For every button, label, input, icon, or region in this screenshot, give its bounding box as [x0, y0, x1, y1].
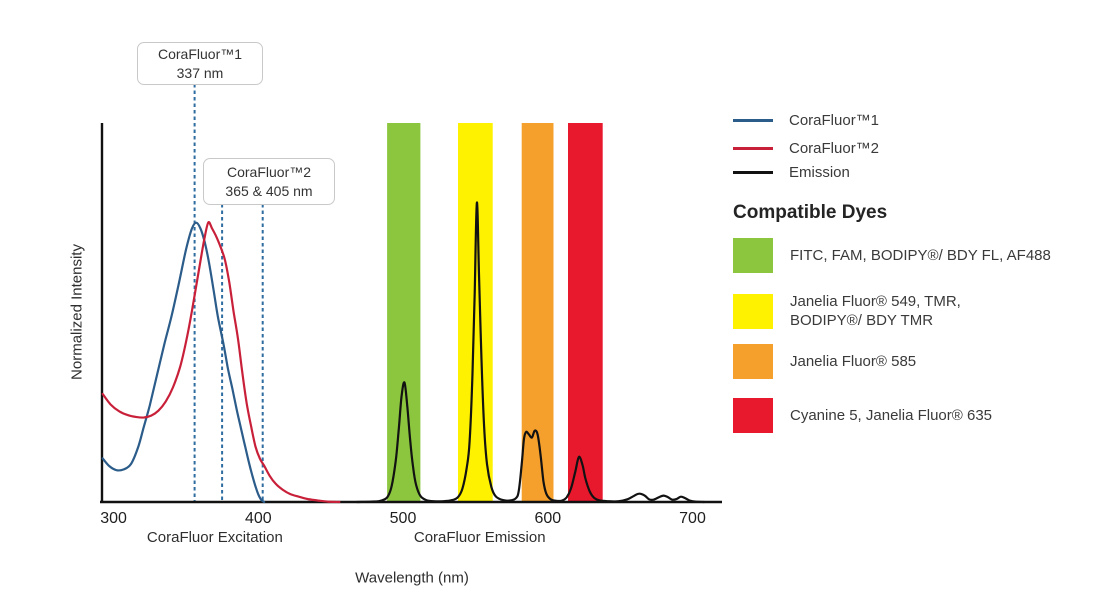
dye-row-red: Cyanine 5, Janelia Fluor® 635: [733, 398, 992, 433]
x-section-label-excitation: CoraFluor Excitation: [146, 529, 283, 546]
legend-item-label: CoraFluor™1: [789, 111, 880, 129]
legend-item-corafluor1: CoraFluor™1: [733, 111, 879, 129]
dye-swatch-yellow: [733, 293, 773, 329]
dye-swatch-orange: [733, 344, 773, 379]
emission-line-swatch: [733, 170, 773, 174]
x-tick-label: 500: [390, 510, 417, 527]
dye-row-orange: Janelia Fluor® 585: [733, 344, 916, 379]
x-tick-label: 600: [534, 510, 561, 527]
orange-filter-band: [521, 123, 554, 502]
yellow-filter-band: [458, 123, 493, 502]
y-axis-label: Normalized Intensity: [68, 244, 86, 380]
green-filter-band: [387, 123, 421, 502]
dye-label: Janelia Fluor® 549, TMR, BODIPY®/ BDY TM…: [790, 293, 961, 329]
x-tick-label: 400: [245, 510, 272, 527]
x-tick-label: 300: [100, 510, 127, 527]
x-axis-label: Wavelength (nm): [355, 569, 469, 587]
annotation-corafluor1: CoraFluor™1 337 nm: [137, 42, 263, 85]
annotation-corafluor1-title: CoraFluor™1: [157, 45, 243, 62]
series-curve-corafluor2: [101, 220, 341, 504]
annotation-corafluor1-value: 337 nm: [176, 64, 224, 81]
annotation-corafluor2-title: CoraFluor™2: [226, 163, 312, 180]
compatible-dyes-title: Compatible Dyes: [733, 202, 888, 223]
annotation-corafluor2: CoraFluor™2 365 & 405 nm: [203, 158, 335, 205]
series-curve-emission: [355, 201, 706, 504]
dye-label: Cyanine 5, Janelia Fluor® 635: [790, 407, 993, 424]
legend-item-emission: Emission: [733, 163, 850, 181]
dye-label: Janelia Fluor® 585: [790, 353, 917, 370]
annotation-corafluor2-value: 365 & 405 nm: [225, 182, 313, 199]
dye-label: FITC, FAM, BODIPY®/ BDY FL, AF488: [790, 247, 1051, 264]
red-filter-band: [568, 123, 603, 502]
legend-item-corafluor2: CoraFluor™2: [733, 139, 879, 157]
dye-swatch-red: [733, 398, 773, 433]
dye-row-green: FITC, FAM, BODIPY®/ BDY FL, AF488: [733, 238, 1051, 273]
corafluor2-line-swatch: [733, 146, 773, 150]
series-curve-corafluor1: [101, 221, 266, 504]
dye-row-yellow: Janelia Fluor® 549, TMR, BODIPY®/ BDY TM…: [733, 292, 961, 330]
legend-panel: CoraFluor™1 CoraFluor™2 Emission Compati…: [733, 0, 1110, 612]
corafluor1-line-swatch: [733, 118, 773, 122]
dye-swatch-green: [733, 238, 773, 273]
x-section-label-emission: CoraFluor Emission: [413, 529, 546, 546]
x-tick-label: 700: [679, 510, 706, 527]
legend-item-label: CoraFluor™2: [789, 139, 880, 157]
legend-item-label: Emission: [789, 163, 850, 181]
